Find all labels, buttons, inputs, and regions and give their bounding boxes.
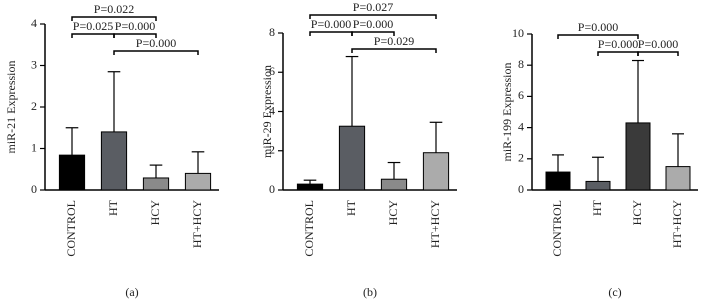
significance-bracket <box>309 31 353 36</box>
x-tick-label: HT <box>106 199 120 216</box>
significance-bracket <box>351 48 437 53</box>
x-tick-label: HT+HCY <box>670 200 684 248</box>
y-tick-label: 4 <box>31 16 37 30</box>
p-value: P=0.029 <box>374 34 414 48</box>
y-tick-label: 6 <box>518 88 524 102</box>
x-tick-label: CONTROL <box>302 200 316 257</box>
bar <box>142 177 170 191</box>
bar <box>184 172 212 191</box>
y-tick-label: 4 <box>269 103 275 117</box>
p-value: P=0.022 <box>94 2 134 16</box>
bar <box>422 152 450 191</box>
p-value: P=0.027 <box>353 0 393 14</box>
y-tick-label: 3 <box>31 57 37 71</box>
y-tick-label: 8 <box>518 57 524 71</box>
significance-bracket <box>557 34 639 39</box>
x-tick-label: HCY <box>386 200 400 226</box>
p-value: P=0.000 <box>311 17 351 31</box>
y-tick-label: 6 <box>269 64 275 78</box>
bar <box>665 166 691 191</box>
y-tick-label: 8 <box>269 25 275 39</box>
x-tick-label: HT <box>344 199 358 216</box>
y-tick-label: 2 <box>31 99 37 113</box>
significance-bracket <box>309 14 437 19</box>
significance-bracket <box>71 16 157 21</box>
significance-bracket <box>637 51 679 56</box>
x-tick-label: CONTROL <box>550 200 564 257</box>
bar <box>625 122 651 191</box>
significance-bracket <box>351 31 395 36</box>
bar <box>585 180 611 191</box>
significance-bracket <box>597 51 639 56</box>
y-tick-label: 4 <box>518 119 524 133</box>
y-tick-label: 0 <box>518 182 524 196</box>
p-value: P=0.000 <box>598 37 638 51</box>
bar <box>380 178 408 191</box>
significance-bracket <box>113 50 199 55</box>
x-tick-label: HT+HCY <box>190 200 204 248</box>
bar <box>100 131 128 191</box>
y-tick-label: 1 <box>31 140 37 154</box>
y-axis-label: miR-29 Expression <box>260 65 274 158</box>
y-tick-label: 2 <box>518 151 524 165</box>
x-tick-label: HT+HCY <box>428 200 442 248</box>
p-value: P=0.000 <box>353 17 393 31</box>
p-value: P=0.000 <box>136 36 176 50</box>
significance-bracket <box>113 33 157 38</box>
y-tick-label: 0 <box>269 182 275 196</box>
y-axis-label: miR-21 Expression <box>4 61 18 154</box>
y-tick-label: 10 <box>512 26 524 40</box>
bar <box>545 171 571 191</box>
p-value: P=0.000 <box>638 37 678 51</box>
p-value: P=0.000 <box>578 20 618 34</box>
x-tick-label: HCY <box>148 200 162 226</box>
y-axis-label: miR-199 Expression <box>500 63 514 162</box>
bar <box>58 154 86 191</box>
panel-caption: (a) <box>125 285 138 299</box>
panel-caption: (b) <box>363 285 377 299</box>
y-tick-label: 0 <box>31 182 37 196</box>
bar <box>296 183 324 191</box>
x-tick-label: CONTROL <box>64 200 78 257</box>
y-tick-label: 2 <box>269 143 275 157</box>
p-value: P=0.025 <box>73 19 113 33</box>
x-tick-label: HT <box>590 199 604 216</box>
p-value: P=0.000 <box>115 19 155 33</box>
x-tick-label: HCY <box>630 200 644 226</box>
significance-bracket <box>71 33 115 38</box>
bar <box>338 125 366 191</box>
panel-caption: (c) <box>608 285 621 299</box>
